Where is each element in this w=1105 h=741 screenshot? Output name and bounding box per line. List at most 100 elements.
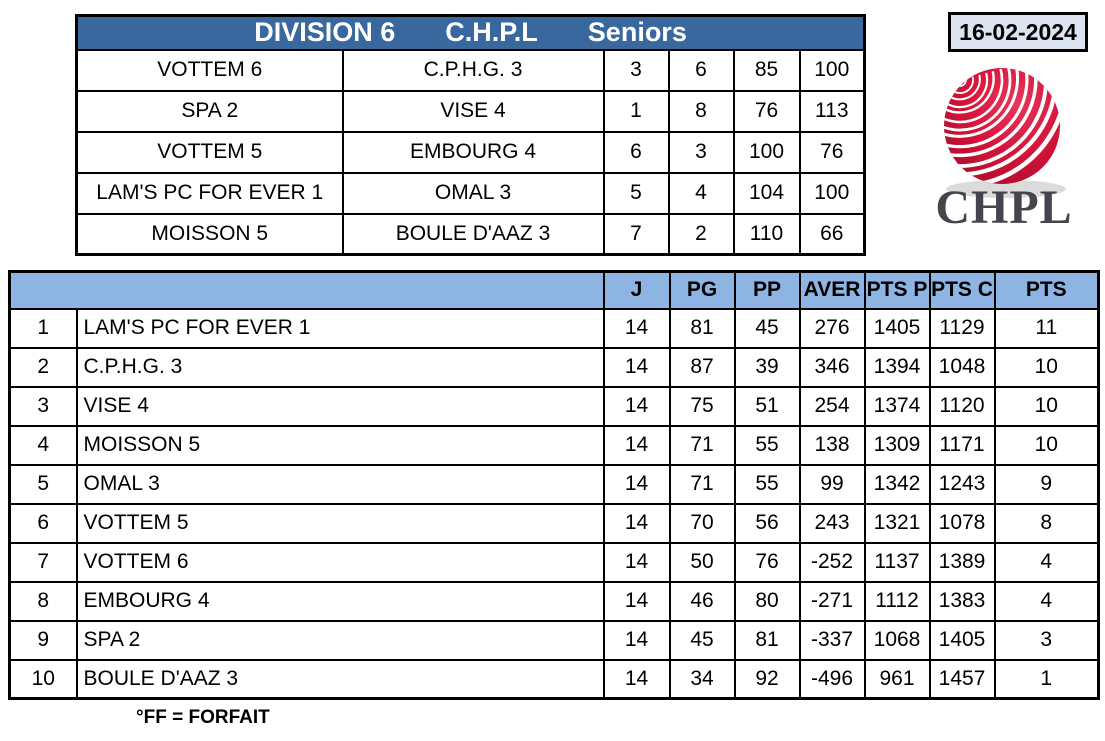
- ptsp-cell: 1374: [863, 385, 931, 427]
- pp-cell: 55: [733, 463, 801, 505]
- points-cell: 76: [732, 89, 801, 133]
- pts-cell: 4: [993, 580, 1100, 622]
- logo-shadow: [946, 180, 1066, 198]
- ptsc-cell: 1078: [928, 502, 996, 544]
- ptsp-cell: 1112: [863, 580, 931, 622]
- col-header-ptsp: PTS P: [863, 270, 931, 310]
- date-text: 16-02-2024: [959, 18, 1077, 45]
- logo-wordmark: CHPL: [935, 181, 1073, 234]
- pg-cell: 71: [668, 424, 736, 466]
- col-header-pg: PG: [668, 270, 736, 310]
- aver-cell: -271: [798, 580, 866, 622]
- chpl-logo: CHPL: [926, 62, 1082, 234]
- results-title-bar: DIVISION 6 C.H.P.L Seniors: [75, 14, 866, 51]
- ptsp-cell: 1394: [863, 346, 931, 388]
- ptsp-cell: 1342: [863, 463, 931, 505]
- points-cell: 100: [798, 48, 866, 92]
- pp-cell: 80: [733, 580, 801, 622]
- rank-cell: 10: [8, 658, 78, 700]
- team-cell: EMBOURG 4: [75, 580, 605, 622]
- away-team-cell: VISE 4: [341, 89, 605, 133]
- col-header-j: J: [602, 270, 671, 310]
- team-cell: BOULE D'AAZ 3: [75, 658, 605, 700]
- rank-cell: 7: [8, 541, 78, 583]
- standings-row: 9 SPA 2 14 45 81 -337 1068 1405 3: [8, 619, 1100, 661]
- ptsc-cell: 1243: [928, 463, 996, 505]
- rank-cell: 6: [8, 502, 78, 544]
- points-cell: 100: [798, 171, 866, 215]
- pp-cell: 39: [733, 346, 801, 388]
- points-cell: 104: [732, 171, 801, 215]
- ptsc-cell: 1457: [928, 658, 996, 700]
- score-cell: 6: [667, 48, 735, 92]
- score-cell: 4: [667, 171, 735, 215]
- aver-cell: -337: [798, 619, 866, 661]
- ptsc-cell: 1048: [928, 346, 996, 388]
- standings-row: 10 BOULE D'AAZ 3 14 34 92 -496 961 1457 …: [8, 658, 1100, 700]
- team-cell: VOTTEM 6: [75, 541, 605, 583]
- away-team-cell: OMAL 3: [341, 171, 605, 215]
- header-blank-cell: [8, 270, 605, 310]
- standings-row: 8 EMBOURG 4 14 46 80 -271 1112 1383 4: [8, 580, 1100, 622]
- pts-cell: 3: [993, 619, 1100, 661]
- col-header-pp: PP: [733, 270, 801, 310]
- chpl-ball-icon: [944, 68, 1066, 198]
- pp-cell: 56: [733, 502, 801, 544]
- team-cell: VOTTEM 5: [75, 502, 605, 544]
- rank-cell: 4: [8, 424, 78, 466]
- ptsp-cell: 1321: [863, 502, 931, 544]
- result-row: VOTTEM 5 EMBOURG 4 6 3 100 76: [75, 130, 866, 174]
- score-cell: 7: [602, 212, 670, 256]
- forfait-footnote: °FF = FORFAIT: [136, 707, 270, 728]
- result-row: LAM'S PC FOR EVER 1 OMAL 3 5 4 104 100: [75, 171, 866, 215]
- ptsp-cell: 1068: [863, 619, 931, 661]
- team-cell: SPA 2: [75, 619, 605, 661]
- j-cell: 14: [602, 385, 671, 427]
- team-cell: VISE 4: [75, 385, 605, 427]
- aver-cell: -252: [798, 541, 866, 583]
- rank-cell: 3: [8, 385, 78, 427]
- standings-row: 5 OMAL 3 14 71 55 99 1342 1243 9: [8, 463, 1100, 505]
- home-team-cell: VOTTEM 5: [75, 130, 344, 174]
- j-cell: 14: [602, 619, 671, 661]
- j-cell: 14: [602, 424, 671, 466]
- pp-cell: 45: [733, 307, 801, 349]
- points-cell: 66: [798, 212, 866, 256]
- pg-cell: 50: [668, 541, 736, 583]
- away-team-cell: BOULE D'AAZ 3: [341, 212, 605, 256]
- team-cell: MOISSON 5: [75, 424, 605, 466]
- rank-cell: 9: [8, 619, 78, 661]
- j-cell: 14: [602, 463, 671, 505]
- col-header-pts: PTS: [993, 270, 1100, 310]
- away-team-cell: C.P.H.G. 3: [341, 48, 605, 92]
- pts-cell: 8: [993, 502, 1100, 544]
- points-cell: 100: [732, 130, 801, 174]
- ptsc-cell: 1129: [928, 307, 996, 349]
- title-league: C.H.P.L: [445, 17, 538, 48]
- points-cell: 76: [798, 130, 866, 174]
- points-cell: 113: [798, 89, 866, 133]
- col-header-ptsc: PTS C: [928, 270, 996, 310]
- pts-cell: 10: [993, 424, 1100, 466]
- aver-cell: 254: [798, 385, 866, 427]
- pg-cell: 45: [668, 619, 736, 661]
- pg-cell: 87: [668, 346, 736, 388]
- points-cell: 85: [732, 48, 801, 92]
- aver-cell: -496: [798, 658, 866, 700]
- pg-cell: 70: [668, 502, 736, 544]
- home-team-cell: LAM'S PC FOR EVER 1: [75, 171, 344, 215]
- j-cell: 14: [602, 580, 671, 622]
- home-team-cell: SPA 2: [75, 89, 344, 133]
- pts-cell: 1: [993, 658, 1100, 700]
- aver-cell: 138: [798, 424, 866, 466]
- pp-cell: 81: [733, 619, 801, 661]
- pts-cell: 10: [993, 385, 1100, 427]
- result-row: SPA 2 VISE 4 1 8 76 113: [75, 89, 866, 133]
- result-row: VOTTEM 6 C.P.H.G. 3 3 6 85 100: [75, 48, 866, 92]
- score-cell: 1: [602, 89, 670, 133]
- aver-cell: 346: [798, 346, 866, 388]
- result-row: MOISSON 5 BOULE D'AAZ 3 7 2 110 66: [75, 212, 866, 256]
- score-cell: 8: [667, 89, 735, 133]
- ptsp-cell: 961: [863, 658, 931, 700]
